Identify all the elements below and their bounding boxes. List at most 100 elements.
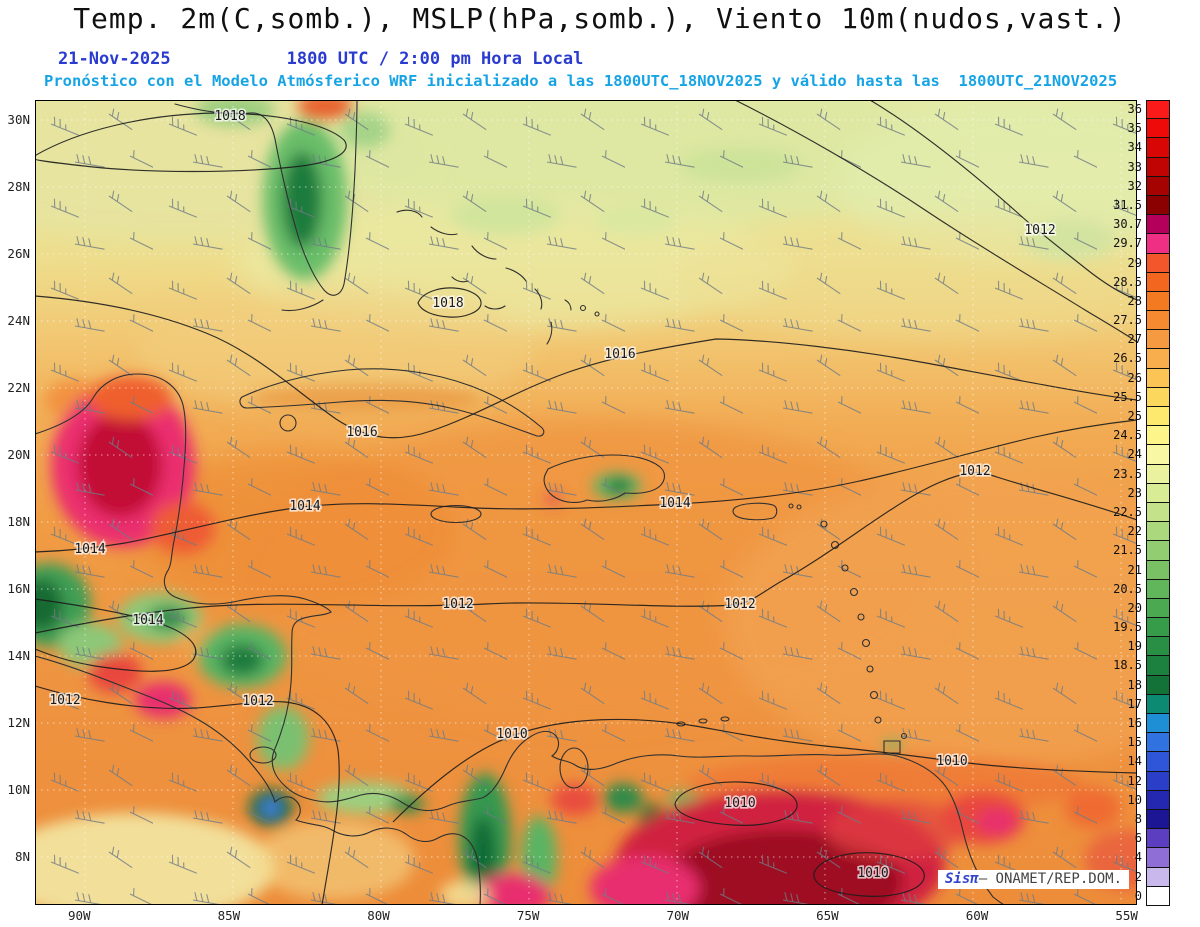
colorbar-label: 22.5 xyxy=(1113,504,1142,519)
colorbar-swatch xyxy=(1146,617,1170,638)
isobar-label: 1018 xyxy=(214,109,245,124)
colorbar-label: 29 xyxy=(1127,255,1142,270)
colorbar-label: 19.5 xyxy=(1113,620,1142,635)
colorbar-stop: 20 xyxy=(1106,597,1170,619)
isobar-label: 1010 xyxy=(496,727,527,742)
colorbar-label: 18 xyxy=(1127,677,1142,692)
colorbar-swatch xyxy=(1146,578,1170,599)
colorbar-stop: 27.5 xyxy=(1106,310,1170,331)
colorbar-stop: 23 xyxy=(1106,482,1170,503)
colorbar-label: 26 xyxy=(1127,370,1142,385)
lon-tick-label: 75W xyxy=(516,908,540,923)
colorbar-stop: 34 xyxy=(1106,137,1170,158)
colorbar-label: 24 xyxy=(1127,447,1142,462)
longitude-axis: 90W 85W 80W 75W 70W 65W 60W 55W xyxy=(68,908,1138,923)
colorbar-swatch xyxy=(1146,751,1170,772)
colorbar-stop: 0 xyxy=(1106,885,1170,906)
colorbar-stop: 29 xyxy=(1106,252,1170,273)
colorbar-swatch xyxy=(1146,137,1170,158)
lat-tick-label: 28N xyxy=(7,179,30,194)
colorbar-swatch xyxy=(1146,329,1170,350)
colorbar-label: 23.5 xyxy=(1113,466,1142,481)
watermark-text: – ONAMET/REP.DOM. xyxy=(978,871,1122,887)
colorbar-label: 2 xyxy=(1134,869,1142,884)
colorbar-swatch xyxy=(1146,693,1170,714)
colorbar-stop: 10 xyxy=(1106,789,1170,810)
isobar-label: 1014 xyxy=(74,542,105,557)
colorbar-label: 14 xyxy=(1127,754,1142,769)
colorbar-swatch xyxy=(1146,866,1170,887)
colorbar-label: 28 xyxy=(1127,293,1142,308)
map-area: 1018 1018 1016 1016 1012 1014 1014 1014 1014 1012… xyxy=(35,100,1137,905)
colorbar-stop: 18.5 xyxy=(1106,655,1170,676)
colorbar-stop: 22 xyxy=(1106,521,1170,542)
lon-tick-label: 65W xyxy=(816,908,839,923)
colorbar-stop: 12 xyxy=(1106,770,1170,791)
isobar-contours xyxy=(35,100,1137,905)
map-border xyxy=(35,100,1137,905)
colorbar-stop: 26.5 xyxy=(1106,348,1170,369)
lat-tick-label: 14N xyxy=(7,648,30,663)
colorbar-stop: 27 xyxy=(1106,329,1170,350)
colorbar-label: 8 xyxy=(1134,811,1142,826)
colorbar-swatch xyxy=(1146,100,1170,120)
weather-map-svg: 1018 1018 1016 1016 1012 1014 1014 1014 1014 1012… xyxy=(35,100,1137,905)
colorbar-swatch xyxy=(1146,310,1170,331)
isobar-label: 1018 xyxy=(432,296,463,311)
colorbar-stop: 4 xyxy=(1106,847,1170,868)
colorbar-label: 20.5 xyxy=(1113,581,1142,596)
colorbar-label: 25 xyxy=(1127,409,1142,423)
date-line: 21-Nov-2025 1800 UTC / 2:00 pm Hora Loca… xyxy=(58,49,583,69)
lon-tick-label: 85W xyxy=(217,908,241,923)
colorbar-label: 20 xyxy=(1127,600,1142,615)
colorbar-stop: 25 xyxy=(1106,406,1170,427)
colorbar-swatch xyxy=(1146,597,1170,619)
colorbar-swatch xyxy=(1146,521,1170,542)
colorbar-swatch xyxy=(1146,425,1170,446)
colorbar-swatch xyxy=(1146,770,1170,791)
colorbar-swatch xyxy=(1146,540,1170,561)
isobar-label: 1012 xyxy=(442,597,473,612)
colorbar-label: 4 xyxy=(1134,850,1142,865)
colorbar-stop: 8 xyxy=(1106,808,1170,830)
colorbar-label: 10 xyxy=(1127,792,1142,807)
lon-tick-label: 70W xyxy=(666,908,690,923)
colorbar-label: 15 xyxy=(1127,735,1142,750)
colorbar-swatch xyxy=(1146,386,1170,407)
isobar-labels: 1018 1018 1016 1016 1012 1014 1014 1014 1014 1012… xyxy=(48,107,1058,882)
wind-barbs xyxy=(35,100,1137,905)
colorbar-stop: 23.5 xyxy=(1106,463,1170,484)
colorbar-swatch xyxy=(1146,290,1170,312)
colorbar-legend: 36 35 34 33 32 31.5 30.7 29.7 29 28.5 28 27.5 27 26.5… xyxy=(1106,100,1170,906)
colorbar-label: 29.7 xyxy=(1113,236,1142,251)
colorbar-stop: 17 xyxy=(1106,693,1170,714)
colorbar-stop: 25.5 xyxy=(1106,386,1170,407)
model-init-line: Pronóstico con el Modelo Atmósferico WRF… xyxy=(44,72,1118,90)
colorbar-swatch xyxy=(1146,482,1170,503)
isobar-label: 1016 xyxy=(346,425,377,440)
colorbar-stop: 28 xyxy=(1106,290,1170,312)
colorbar-label: 26.5 xyxy=(1113,351,1142,366)
colorbar-label: 0 xyxy=(1134,888,1142,903)
colorbar-swatch xyxy=(1146,501,1170,523)
colorbar-label: 19 xyxy=(1127,639,1142,654)
isobar-label: 1012 xyxy=(242,694,273,709)
isobar-label: 1010 xyxy=(724,796,755,811)
colorbar-swatch xyxy=(1146,655,1170,676)
colorbar-stop: 29.7 xyxy=(1106,233,1170,254)
colorbar-swatch xyxy=(1146,348,1170,369)
lat-tick-label: 20N xyxy=(7,447,30,462)
colorbar-swatch xyxy=(1146,636,1170,657)
colorbar-label: 25.5 xyxy=(1113,389,1142,404)
colorbar-stop: 24 xyxy=(1106,444,1170,465)
lat-tick-label: 16N xyxy=(7,581,30,596)
colorbar-stop: 2 xyxy=(1106,866,1170,887)
colorbar-swatch xyxy=(1146,732,1170,753)
isobar-label: 1010 xyxy=(857,866,888,881)
colorbar-label: 27.5 xyxy=(1113,313,1142,328)
colorbar-swatch xyxy=(1146,674,1170,695)
colorbar-swatch xyxy=(1146,885,1170,906)
lat-tick-label: 30N xyxy=(7,112,30,127)
colorbar-stop: 19 xyxy=(1106,636,1170,657)
